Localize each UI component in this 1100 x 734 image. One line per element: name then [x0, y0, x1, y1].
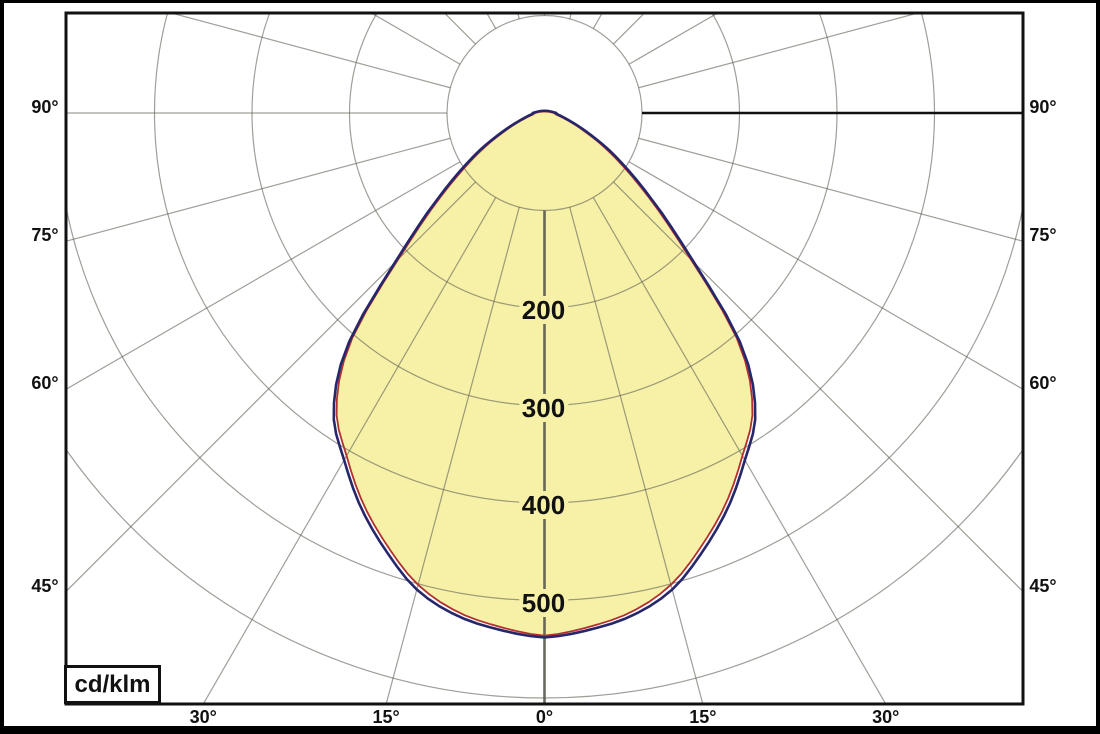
grid-radial-105deg	[638, 13, 921, 89]
grid-radial-345deg	[385, 207, 520, 704]
grid-radial-60deg	[628, 161, 1023, 390]
curve-blue	[332, 109, 757, 639]
grid-radial-165deg	[569, 13, 572, 19]
grid-radial-240deg	[370, 13, 461, 65]
grid-radial-225deg	[443, 13, 476, 45]
grid-radial-120deg	[628, 13, 719, 65]
grid-radial-75deg	[638, 137, 1023, 242]
plot-border	[64, 11, 1025, 706]
grid-radial-330deg	[202, 197, 497, 704]
grid-radial-135deg	[613, 13, 646, 45]
grid-radial-300deg	[66, 161, 461, 390]
grid-radial-255deg	[168, 13, 451, 89]
grid-radial-30deg	[592, 197, 887, 704]
grid-radial-285deg	[66, 137, 451, 242]
grid-radial-45deg	[613, 181, 1023, 593]
grid-radial-195deg	[517, 13, 520, 19]
grid-radial-15deg	[569, 207, 704, 704]
grid-radial-315deg	[66, 181, 476, 593]
